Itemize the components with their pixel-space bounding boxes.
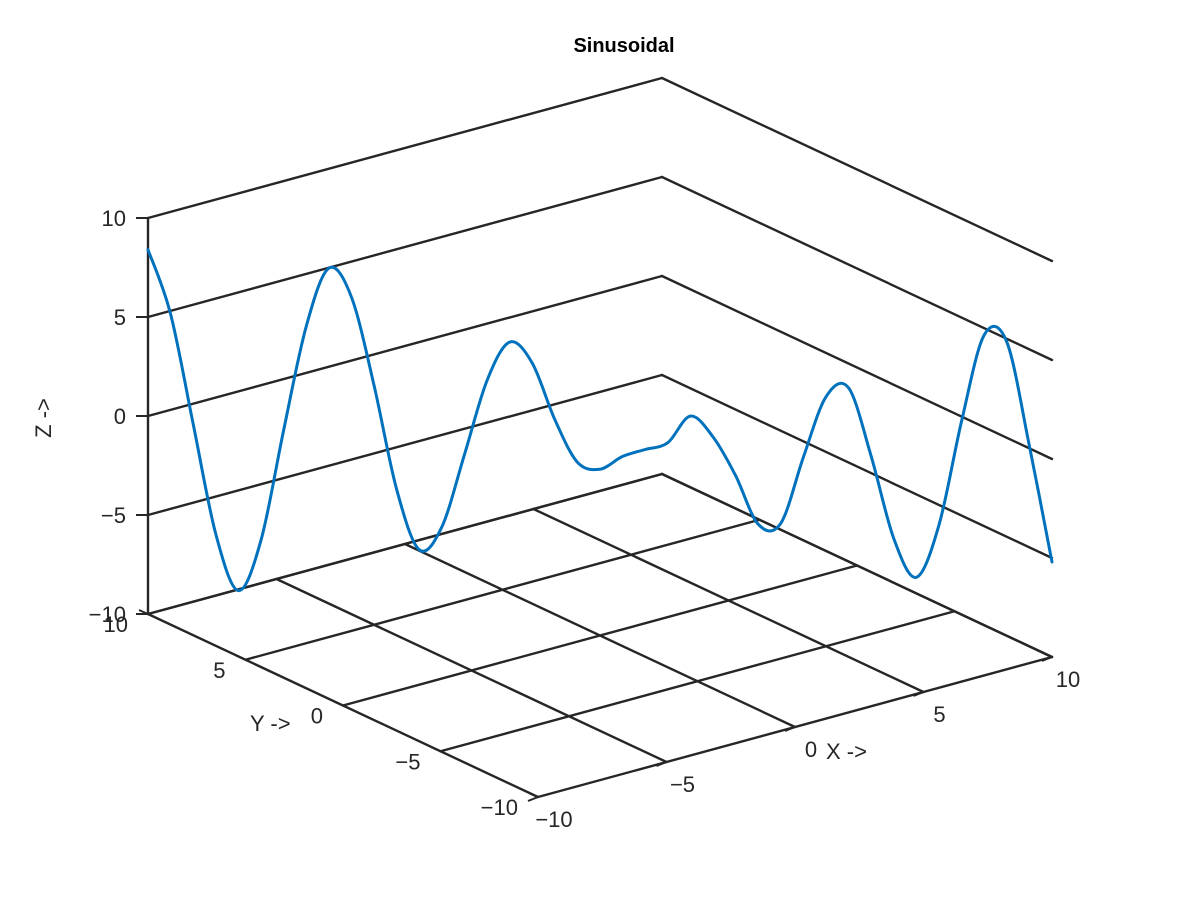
floor-grid-line-y <box>439 610 956 753</box>
x-tick-label: 10 <box>1056 667 1080 692</box>
chart-title: Sinusoidal <box>573 35 674 57</box>
side-wall-grid-line <box>660 175 1054 362</box>
x-tick-mark <box>913 691 924 697</box>
y-tick-label: 0 <box>311 704 323 729</box>
y-tick-mark <box>431 746 441 753</box>
y-tick-label: −5 <box>395 749 420 774</box>
y-tick-mark <box>333 700 344 707</box>
tick-marks <box>136 217 1053 802</box>
x-tick-label: −5 <box>670 772 695 797</box>
z-tick-label: 5 <box>114 305 126 330</box>
x-tick-label: −10 <box>535 807 572 832</box>
y-axis-label: Y -> <box>250 711 291 736</box>
x-tick-mark <box>784 726 796 732</box>
side-wall-grid-line <box>660 472 1054 659</box>
z-tick-label: −5 <box>101 503 126 528</box>
series-line <box>146 248 1054 593</box>
x-tick-mark <box>656 761 667 767</box>
y-tick-label: 10 <box>104 612 128 637</box>
side-wall-grid-line <box>660 373 1054 560</box>
x-tick-mark <box>527 796 539 802</box>
z-tick-label: −10 <box>89 602 126 627</box>
back-wall-grid-line <box>146 175 664 319</box>
y-tick-label: −10 <box>481 795 518 820</box>
back-wall-grid-line <box>146 472 664 616</box>
back-wall-grid-line <box>146 76 664 220</box>
floor-grid-line-y <box>244 518 761 661</box>
y-tick-mark <box>236 654 246 661</box>
z-axis-label: Z -> <box>31 398 56 438</box>
z-tick-label: 0 <box>114 404 126 429</box>
x-tick-label: 5 <box>933 702 945 727</box>
x-tick-label: 0 <box>805 737 817 762</box>
back-wall-grid-line <box>146 274 664 418</box>
x-axis-label: X -> <box>826 739 867 764</box>
y-tick-label: 5 <box>213 658 225 683</box>
x-tick-mark <box>1041 656 1053 662</box>
side-wall-grid-line <box>660 274 1054 461</box>
floor-grid-line-y <box>341 564 859 707</box>
grid-lines <box>146 76 1054 799</box>
y-tick-mark <box>528 792 539 798</box>
z-tick-label: 10 <box>102 206 126 231</box>
side-wall-grid-line <box>660 76 1054 263</box>
back-wall-grid-line <box>146 373 664 517</box>
